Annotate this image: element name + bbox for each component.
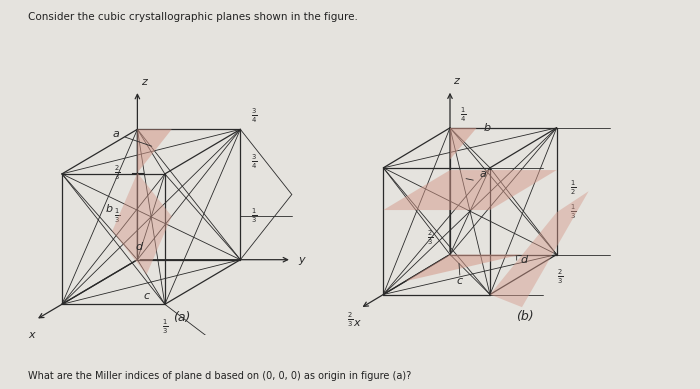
Text: x: x	[354, 319, 360, 328]
Text: $\frac{3}{4}$: $\frac{3}{4}$	[251, 107, 257, 125]
Text: $b$: $b$	[105, 202, 113, 214]
Text: $\frac{1}{3}$: $\frac{1}{3}$	[251, 207, 257, 225]
Text: $\frac{1}{3}$: $\frac{1}{3}$	[570, 203, 576, 221]
Polygon shape	[384, 170, 556, 210]
Text: (b): (b)	[516, 310, 534, 323]
Text: $\frac{2}{3}$: $\frac{2}{3}$	[556, 268, 564, 286]
Polygon shape	[405, 254, 521, 281]
Text: $\frac{2}{3}$: $\frac{2}{3}$	[113, 164, 120, 182]
Text: $d$: $d$	[520, 253, 529, 265]
Text: $\frac{1}{4}$: $\frac{1}{4}$	[460, 105, 466, 124]
Text: $\frac{1}{3}$: $\frac{1}{3}$	[113, 207, 120, 225]
Text: $\frac{3}{4}$: $\frac{3}{4}$	[251, 153, 257, 171]
Text: What are the Miller indices of plane d based on (0, 0, 0) as origin in figure (a: What are the Miller indices of plane d b…	[28, 371, 412, 381]
Text: $\frac{2}{3}$: $\frac{2}{3}$	[427, 229, 433, 247]
Text: $\frac{1}{2}$: $\frac{1}{2}$	[570, 179, 576, 197]
Text: y: y	[299, 255, 305, 265]
Text: $a$: $a$	[480, 169, 487, 179]
Text: x: x	[29, 330, 36, 340]
Polygon shape	[450, 128, 477, 159]
Polygon shape	[137, 129, 172, 173]
Text: z: z	[141, 77, 147, 87]
Text: (a): (a)	[174, 311, 190, 324]
Text: Consider the cubic crystallographic planes shown in the figure.: Consider the cubic crystallographic plan…	[28, 12, 358, 22]
Text: z: z	[454, 77, 459, 86]
Text: $c$: $c$	[456, 277, 464, 287]
Text: $c$: $c$	[143, 291, 150, 301]
Text: $b$: $b$	[484, 121, 492, 133]
Text: $\frac{1}{3}$: $\frac{1}{3}$	[162, 318, 168, 336]
Text: $d$: $d$	[135, 240, 144, 252]
Text: $a$: $a$	[112, 129, 152, 146]
Polygon shape	[112, 173, 172, 275]
Text: $\frac{2}{3}$: $\frac{2}{3}$	[346, 311, 354, 329]
Polygon shape	[490, 191, 589, 307]
